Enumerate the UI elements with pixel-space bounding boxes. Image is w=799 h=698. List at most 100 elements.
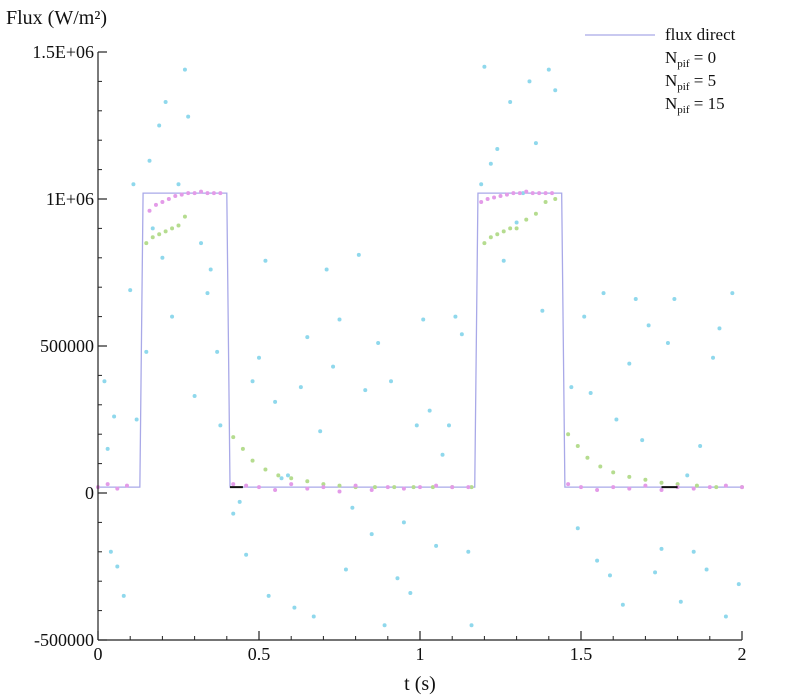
x-tick-label: 1	[416, 644, 425, 664]
data-point	[482, 241, 487, 246]
data-point	[466, 485, 471, 490]
data-point	[414, 423, 419, 428]
data-point	[292, 605, 297, 610]
data-point	[469, 623, 474, 628]
data-point	[337, 483, 342, 488]
data-point	[231, 435, 236, 440]
data-point	[192, 393, 197, 398]
data-point	[546, 67, 551, 72]
data-point	[714, 485, 719, 490]
data-point	[659, 480, 664, 485]
data-point	[289, 482, 294, 487]
data-point	[199, 189, 204, 194]
data-point	[421, 317, 426, 322]
data-point	[614, 417, 619, 422]
data-point	[186, 114, 191, 119]
data-point	[466, 549, 471, 554]
data-point	[179, 192, 184, 197]
data-point	[389, 379, 394, 384]
y-tick-label: 500000	[40, 336, 94, 356]
data-point	[128, 288, 133, 293]
data-point	[707, 485, 712, 490]
data-point	[369, 532, 374, 537]
data-point	[176, 223, 181, 228]
data-point	[369, 488, 374, 493]
data-point	[382, 623, 387, 628]
x-tick-label: 1.5	[570, 644, 593, 664]
data-point	[479, 182, 484, 187]
x-tick-label: 0	[94, 644, 103, 664]
data-point	[263, 258, 268, 263]
data-point	[685, 473, 690, 478]
data-point	[124, 483, 129, 488]
data-point	[601, 291, 606, 296]
x-tick-label: 0.5	[248, 644, 271, 664]
x-axis-title: t (s)	[404, 673, 436, 695]
data-point	[485, 197, 490, 201]
data-point	[646, 323, 651, 328]
data-point	[211, 191, 216, 196]
flux-direct-series	[98, 192, 742, 488]
data-point	[659, 546, 664, 551]
data-point	[276, 473, 281, 478]
y-tick-label: -500000	[34, 630, 94, 650]
data-point	[305, 486, 310, 491]
data-point	[153, 202, 158, 207]
data-point	[115, 564, 120, 569]
data-point	[147, 208, 152, 213]
data-point	[665, 341, 670, 346]
legend-entry-n-pif-0: Npif = 0	[665, 48, 716, 70]
legend-entry-n-pif-5: Npif = 5	[665, 71, 716, 93]
data-point	[653, 570, 658, 575]
data-point	[321, 482, 326, 487]
data-point	[353, 483, 358, 488]
data-point	[566, 432, 571, 437]
data-point	[244, 483, 249, 488]
data-point	[182, 214, 187, 219]
data-point	[717, 326, 722, 331]
data-point	[611, 470, 616, 475]
data-point	[698, 443, 703, 448]
data-point	[504, 192, 509, 197]
y-tick-label: 0	[85, 483, 94, 503]
data-point	[672, 296, 677, 301]
data-point	[633, 296, 638, 301]
data-point	[170, 226, 175, 231]
data-point	[453, 314, 458, 319]
data-point	[372, 485, 377, 490]
data-point	[627, 361, 632, 366]
data-point	[157, 232, 162, 237]
data-point	[257, 355, 261, 360]
y-tick-label: 1E+06	[46, 189, 94, 209]
data-point	[163, 229, 168, 234]
data-point	[324, 267, 329, 272]
data-point	[392, 485, 397, 490]
data-point	[643, 477, 648, 482]
data-point	[723, 614, 728, 619]
data-point	[240, 446, 245, 451]
data-point	[723, 483, 728, 488]
data-point	[176, 182, 181, 187]
data-point	[533, 211, 538, 216]
data-point	[173, 194, 178, 199]
data-point	[218, 423, 223, 428]
x-tick-label: 2	[738, 644, 747, 664]
data-point	[250, 458, 255, 463]
data-point	[160, 255, 165, 260]
data-point	[199, 241, 204, 246]
data-point	[321, 485, 326, 490]
data-point	[524, 189, 529, 194]
data-point	[363, 388, 368, 393]
y-tick-label: 1.5E+06	[32, 42, 94, 62]
data-point	[318, 429, 323, 434]
data-point	[553, 197, 558, 201]
data-point	[192, 191, 197, 196]
data-point	[588, 391, 593, 396]
legend-entry-n-pif-15: Npif = 15	[665, 94, 725, 116]
data-point	[411, 485, 416, 490]
data-point	[627, 474, 632, 479]
data-point	[537, 191, 542, 196]
data-point	[550, 191, 555, 196]
data-point	[711, 355, 716, 360]
